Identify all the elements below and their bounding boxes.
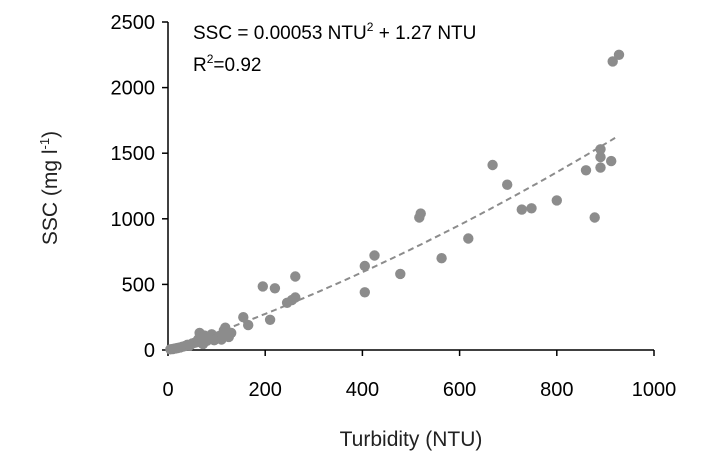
data-point	[238, 312, 249, 323]
data-point	[290, 292, 301, 303]
x-tick-label: 1000	[632, 379, 677, 401]
equation-text-suffix: + 1.27 NTU	[373, 23, 476, 44]
y-tick-label: 1000	[111, 209, 156, 231]
x-axis-title: Turbidity (NTU)	[340, 428, 483, 451]
y-axis-title-close: )	[39, 131, 62, 138]
data-point	[607, 56, 618, 67]
y-axis-title: SSC (mg l-1)	[37, 131, 62, 245]
data-point	[487, 159, 498, 171]
data-point	[551, 195, 562, 206]
data-point	[359, 260, 370, 272]
data-point	[595, 162, 606, 173]
data-point	[290, 271, 301, 282]
y-tick-label: 1500	[111, 143, 156, 165]
data-point	[526, 203, 537, 214]
data-point	[359, 287, 370, 298]
data-point	[257, 281, 268, 292]
trendline	[167, 137, 616, 351]
data-point	[580, 165, 592, 176]
x-tick-label: 800	[540, 379, 573, 401]
data-point	[589, 212, 600, 223]
y-axis-title-sup: -1	[37, 138, 52, 150]
fit-curve	[167, 137, 616, 351]
equation-text: SSC = 0.00053 NTU	[193, 23, 367, 44]
data-points	[165, 49, 625, 355]
data-point	[369, 250, 380, 261]
tick-labels: 0 200 400 600 800 1000 0 500 1000 1500 2000 2500	[111, 12, 677, 401]
data-point	[269, 283, 281, 294]
data-point	[595, 144, 606, 155]
data-point	[415, 208, 426, 219]
x-tick-label: 200	[249, 379, 282, 401]
data-point	[395, 268, 406, 280]
y-axis-title-main: SSC (mg l	[39, 149, 62, 245]
data-point	[502, 179, 513, 190]
equation-line-2: R2=0.92	[193, 52, 262, 76]
data-point	[595, 151, 606, 163]
x-tick-label: 600	[443, 379, 476, 401]
data-point	[516, 204, 527, 215]
data-point	[226, 327, 237, 339]
r-squared-value: =0.92	[213, 55, 261, 76]
data-point	[243, 319, 254, 331]
equation-superscript: 2	[367, 20, 374, 34]
data-point	[613, 49, 625, 60]
equation-line-1: SSC = 0.00053 NTU2 + 1.27 NTU	[193, 20, 476, 44]
data-point	[463, 233, 474, 244]
y-tick-label: 0	[144, 340, 155, 362]
x-tick-label: 400	[346, 379, 379, 401]
x-tick-label: 0	[162, 379, 173, 401]
axes	[162, 21, 655, 356]
y-tick-label: 500	[122, 274, 155, 296]
data-point	[436, 253, 447, 264]
y-tick-label: 2500	[111, 12, 156, 34]
y-tick-label: 2000	[111, 78, 156, 100]
data-point	[264, 314, 276, 325]
r-squared-label: R	[193, 55, 207, 76]
data-point	[606, 155, 617, 167]
r-squared-superscript: 2	[207, 52, 214, 66]
